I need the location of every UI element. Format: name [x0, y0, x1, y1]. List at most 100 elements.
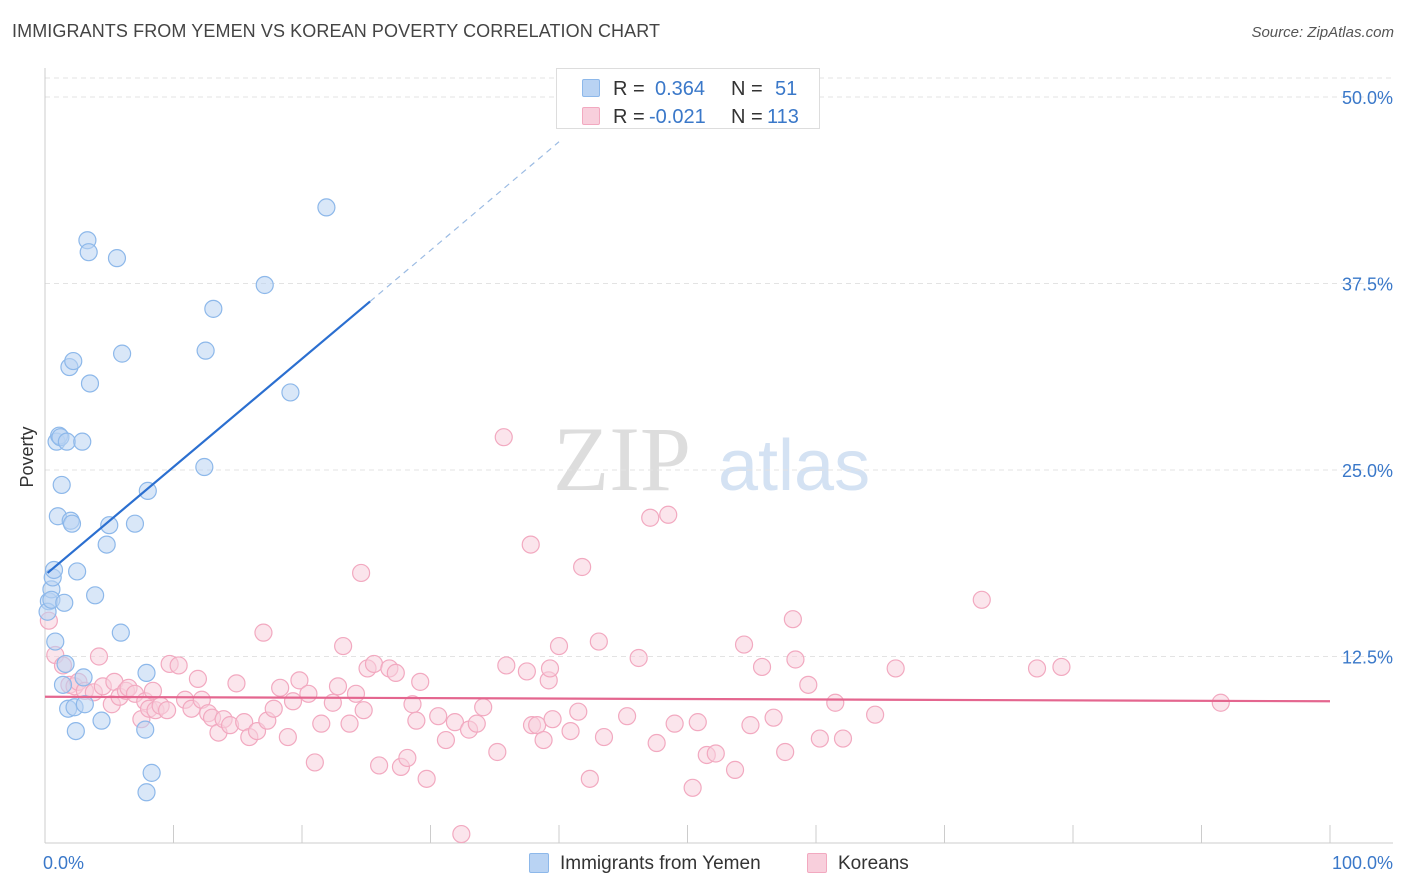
point-koreans	[665, 714, 684, 733]
trend-line-immigrants-from-yemen	[46, 300, 371, 574]
stats-row-immigrants-from-yemen: R = 0.364 N = 51	[557, 73, 819, 101]
point-koreans	[254, 623, 273, 642]
point-koreans	[573, 557, 592, 577]
point-immigrants-from-yemen	[56, 654, 75, 674]
point-koreans	[549, 636, 569, 656]
y-tick-label: 25.0%	[1342, 461, 1393, 481]
point-koreans	[972, 590, 991, 609]
point-immigrants-from-yemen	[125, 514, 145, 533]
gridlines	[45, 77, 1393, 657]
r-value: -0.021	[649, 106, 706, 128]
point-koreans	[340, 714, 359, 733]
point-immigrants-from-yemen	[196, 341, 215, 360]
x-ticks	[44, 825, 1331, 843]
point-immigrants-from-yemen	[317, 198, 336, 217]
point-koreans	[494, 428, 513, 447]
point-immigrants-from-yemen	[53, 675, 73, 694]
axes	[44, 68, 1393, 844]
point-immigrants-from-yemen	[86, 586, 105, 605]
point-immigrants-from-yemen	[57, 432, 76, 451]
point-koreans	[799, 675, 818, 694]
point-koreans	[534, 730, 553, 750]
point-koreans	[1052, 657, 1071, 677]
point-koreans	[227, 674, 246, 693]
y-tick-labels: 12.5% 25.0% 37.5% 50.0%	[1342, 88, 1393, 668]
point-koreans	[517, 662, 536, 681]
point-immigrants-from-yemen	[112, 344, 132, 363]
point-koreans	[569, 702, 588, 721]
point-koreans	[398, 748, 417, 768]
point-koreans	[764, 708, 783, 727]
n-value: 51	[775, 78, 798, 100]
point-immigrants-from-yemen	[66, 721, 85, 741]
point-koreans	[157, 701, 177, 720]
point-koreans	[370, 756, 389, 775]
point-immigrants-from-yemen	[52, 475, 71, 495]
x-tick-label-max: 100.0%	[1332, 853, 1393, 873]
r-label: R =	[613, 106, 645, 128]
point-koreans	[886, 659, 905, 678]
chart-title: IMMIGRANTS FROM YEMEN VS KOREAN POVERTY …	[12, 21, 661, 41]
point-immigrants-from-yemen	[79, 243, 98, 262]
point-immigrants-from-yemen	[68, 562, 87, 581]
point-koreans	[725, 760, 745, 779]
point-koreans	[143, 681, 163, 700]
point-koreans	[741, 716, 760, 735]
legend-label-immigrants-from-yemen: Immigrants from Yemen	[560, 853, 761, 874]
point-immigrants-from-yemen	[111, 623, 130, 642]
point-immigrants-from-yemen	[44, 560, 64, 580]
watermark-atlas: atlas	[718, 426, 870, 506]
point-koreans	[594, 727, 614, 747]
point-immigrants-from-yemen	[255, 275, 274, 295]
point-koreans	[312, 714, 331, 733]
swatch-koreans	[582, 107, 600, 125]
point-koreans	[589, 632, 608, 651]
point-immigrants-from-yemen	[142, 763, 161, 782]
y-tick-label: 37.5%	[1342, 275, 1393, 295]
legend-swatch-koreans	[807, 853, 827, 873]
point-koreans	[264, 699, 283, 718]
point-koreans	[299, 684, 318, 703]
point-immigrants-from-yemen	[195, 457, 214, 477]
point-koreans	[521, 535, 540, 554]
point-koreans	[497, 656, 516, 675]
point-koreans	[283, 692, 303, 711]
point-koreans	[354, 701, 373, 720]
n-label: N =	[731, 78, 763, 100]
point-koreans	[776, 742, 795, 762]
point-immigrants-from-yemen	[80, 374, 100, 393]
swatch-immigrants-from-yemen	[582, 79, 600, 97]
point-immigrants-from-yemen	[137, 783, 156, 802]
point-koreans	[346, 684, 366, 703]
point-immigrants-from-yemen	[281, 383, 300, 402]
point-immigrants-from-yemen	[73, 432, 92, 451]
point-koreans	[543, 710, 562, 729]
point-koreans	[407, 711, 426, 730]
point-koreans	[411, 672, 430, 691]
point-koreans	[1211, 693, 1230, 712]
point-koreans	[278, 727, 297, 747]
point-koreans	[467, 714, 486, 733]
point-koreans	[417, 769, 436, 788]
stats-row-koreans: R = -0.021 N = 113	[557, 101, 819, 129]
point-koreans	[659, 505, 678, 524]
point-koreans	[334, 636, 353, 656]
point-immigrants-from-yemen	[107, 249, 127, 268]
point-koreans	[833, 729, 853, 748]
point-koreans	[734, 635, 754, 654]
point-koreans	[445, 713, 465, 732]
r-label: R =	[613, 78, 645, 100]
point-koreans	[786, 650, 805, 669]
legend-swatch-immigrants-from-yemen	[529, 853, 549, 873]
point-immigrants-from-yemen	[100, 516, 119, 535]
point-immigrants-from-yemen	[64, 351, 83, 371]
point-koreans	[352, 563, 371, 583]
point-koreans	[328, 677, 348, 696]
point-koreans	[647, 733, 666, 753]
y-tick-label: 12.5%	[1342, 648, 1393, 668]
stats-legend: R = 0.364 N = 51 R = -0.021 N = 113	[556, 68, 820, 129]
point-koreans	[188, 669, 208, 688]
point-koreans	[386, 663, 405, 683]
point-koreans	[580, 769, 599, 788]
